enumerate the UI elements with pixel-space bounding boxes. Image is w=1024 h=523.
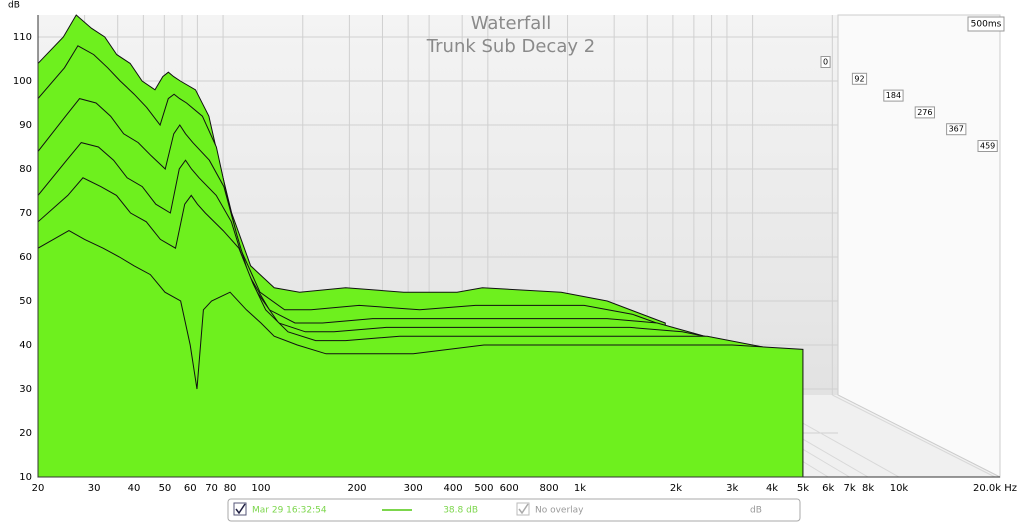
time-label: 92 xyxy=(854,74,864,83)
time-label-box xyxy=(851,72,868,85)
y-tick-label: 70 xyxy=(19,208,32,219)
x-tick-label: 30 xyxy=(88,483,101,494)
x-tick-label: 2k xyxy=(670,483,682,494)
floor-line xyxy=(832,394,996,478)
check xyxy=(518,503,529,515)
y-axis-label: dB xyxy=(8,1,20,11)
x-tick-label: 8k xyxy=(862,483,874,494)
chart-title: Waterfall xyxy=(471,13,552,34)
y-tick-label: 50 xyxy=(19,296,32,307)
x-tick-label: 4k xyxy=(766,483,778,494)
legend-overlay: No overlay xyxy=(535,506,584,516)
chart-subtitle: Trunk Sub Decay 2 xyxy=(426,36,595,57)
y-tick-label: 10 xyxy=(19,472,32,483)
y-tick-label: 40 xyxy=(19,340,32,351)
x-tick-label: 6k xyxy=(822,483,834,494)
time-label: 367 xyxy=(949,125,964,134)
legend-unit: dB xyxy=(750,506,762,516)
z-label-box xyxy=(967,16,1005,32)
time-label: 459 xyxy=(980,142,995,151)
x-tick-label: 5k xyxy=(797,483,809,494)
legend-box xyxy=(227,498,801,522)
x-tick-label: 80 xyxy=(224,483,237,494)
time-label-box xyxy=(914,106,935,119)
x-tick-label: 20.0k Hz xyxy=(973,483,1017,494)
x-tick-label: 3k xyxy=(726,483,738,494)
x-tick-label: 50 xyxy=(159,483,172,494)
y-tick-label: 60 xyxy=(19,252,32,263)
time-label-box xyxy=(820,56,831,68)
time-label: 0 xyxy=(823,58,828,67)
time-label: 184 xyxy=(886,91,901,100)
y-tick-label: 80 xyxy=(19,164,32,175)
x-tick-label: 40 xyxy=(128,483,141,494)
y-tick-label: 30 xyxy=(19,384,32,395)
check xyxy=(235,503,246,515)
y-tick-label: 100 xyxy=(13,76,32,87)
x-tick-label: 600 xyxy=(500,483,519,494)
legend: Mar 29 16:32:54 38.8 dB No overlay dB xyxy=(227,498,801,522)
x-tick-label: 7k xyxy=(843,483,855,494)
z-axis-label: 500ms xyxy=(971,20,1002,30)
y-tick-label: 20 xyxy=(19,428,32,439)
x-tick-label: 400 xyxy=(443,483,462,494)
x-tick-label: 10k xyxy=(890,483,909,494)
x-tick-label: 500 xyxy=(474,483,493,494)
time-label-box xyxy=(946,123,967,136)
x-tick-label: 1k xyxy=(574,483,586,494)
x-tick-label: 60 xyxy=(184,483,197,494)
x-tick-label: 300 xyxy=(404,483,423,494)
x-tick-label: 70 xyxy=(205,483,218,494)
x-tick-label: 20 xyxy=(32,483,45,494)
legend-date: Mar 29 16:32:54 xyxy=(252,506,327,516)
x-tick-label: 200 xyxy=(347,483,366,494)
decay-slice xyxy=(37,230,804,478)
time-label-box xyxy=(883,89,904,102)
time-label: 276 xyxy=(917,108,932,117)
y-tick-label: 90 xyxy=(19,120,32,131)
y-tick-label: 110 xyxy=(13,32,32,43)
legend-level: 38.8 dB xyxy=(443,506,478,516)
time-label-box xyxy=(977,140,998,152)
x-tick-label: 800 xyxy=(540,483,559,494)
x-tick-label: 100 xyxy=(251,483,270,494)
